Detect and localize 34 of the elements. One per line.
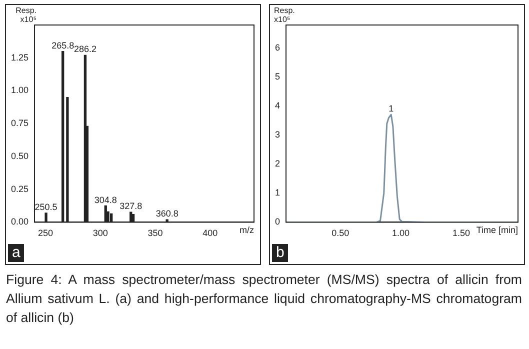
y-tick-label: 6 [274, 42, 280, 53]
x-tick-label: 350 [148, 228, 163, 238]
y-axis-title: Resp. x10⁵ [274, 6, 295, 24]
x-tick-label: 300 [92, 228, 108, 238]
x-tick-label: 1.00 [392, 228, 410, 238]
y-tick-label: 1.25 [10, 52, 29, 62]
y-tick-label: 3 [274, 130, 280, 140]
x-tick-label: 1.50 [452, 228, 470, 238]
annotation: 1 [388, 104, 394, 114]
annotation: 286.2 [74, 44, 96, 54]
x-axis-title: m/z [240, 225, 254, 236]
text: a [8, 244, 24, 262]
x-axis-title: Time [min] [476, 225, 518, 236]
y-tick-label: 0.00 [10, 216, 29, 227]
annotation: 304.8 [94, 194, 117, 205]
annotation: 327.8 [120, 201, 142, 212]
y-tick-label: 0.25 [10, 184, 29, 194]
y-tick-label: 1 [274, 188, 280, 198]
y-tick-label: 4 [274, 100, 280, 111]
y-tick-label: 0.75 [10, 118, 29, 128]
x-tick-label: 400 [202, 228, 218, 238]
x-tick-label: 250 [38, 228, 54, 238]
annotation: 265.8 [52, 40, 74, 50]
annotation: 250.5 [34, 202, 58, 212]
y-tick-label: 5 [274, 72, 280, 82]
x-tick-label: 0.50 [332, 228, 350, 238]
annotation: 360.8 [156, 208, 178, 219]
text: b [272, 244, 288, 262]
y-axis-title: Resp. x10⁵ [16, 6, 37, 24]
y-tick-label: 1.00 [10, 85, 29, 96]
y-tick-label: 0 [274, 216, 280, 227]
y-tick-label: 2 [274, 158, 280, 169]
caption: Figure 4: A mass spectrometer/mass spectrometer (MS/MS) spectra of allicin from Allium sativum L. (a) and high-performance liquid chromatography-MS chromatogram of allicin (b) [6, 271, 522, 327]
y-tick-label: 0.50 [10, 150, 29, 161]
